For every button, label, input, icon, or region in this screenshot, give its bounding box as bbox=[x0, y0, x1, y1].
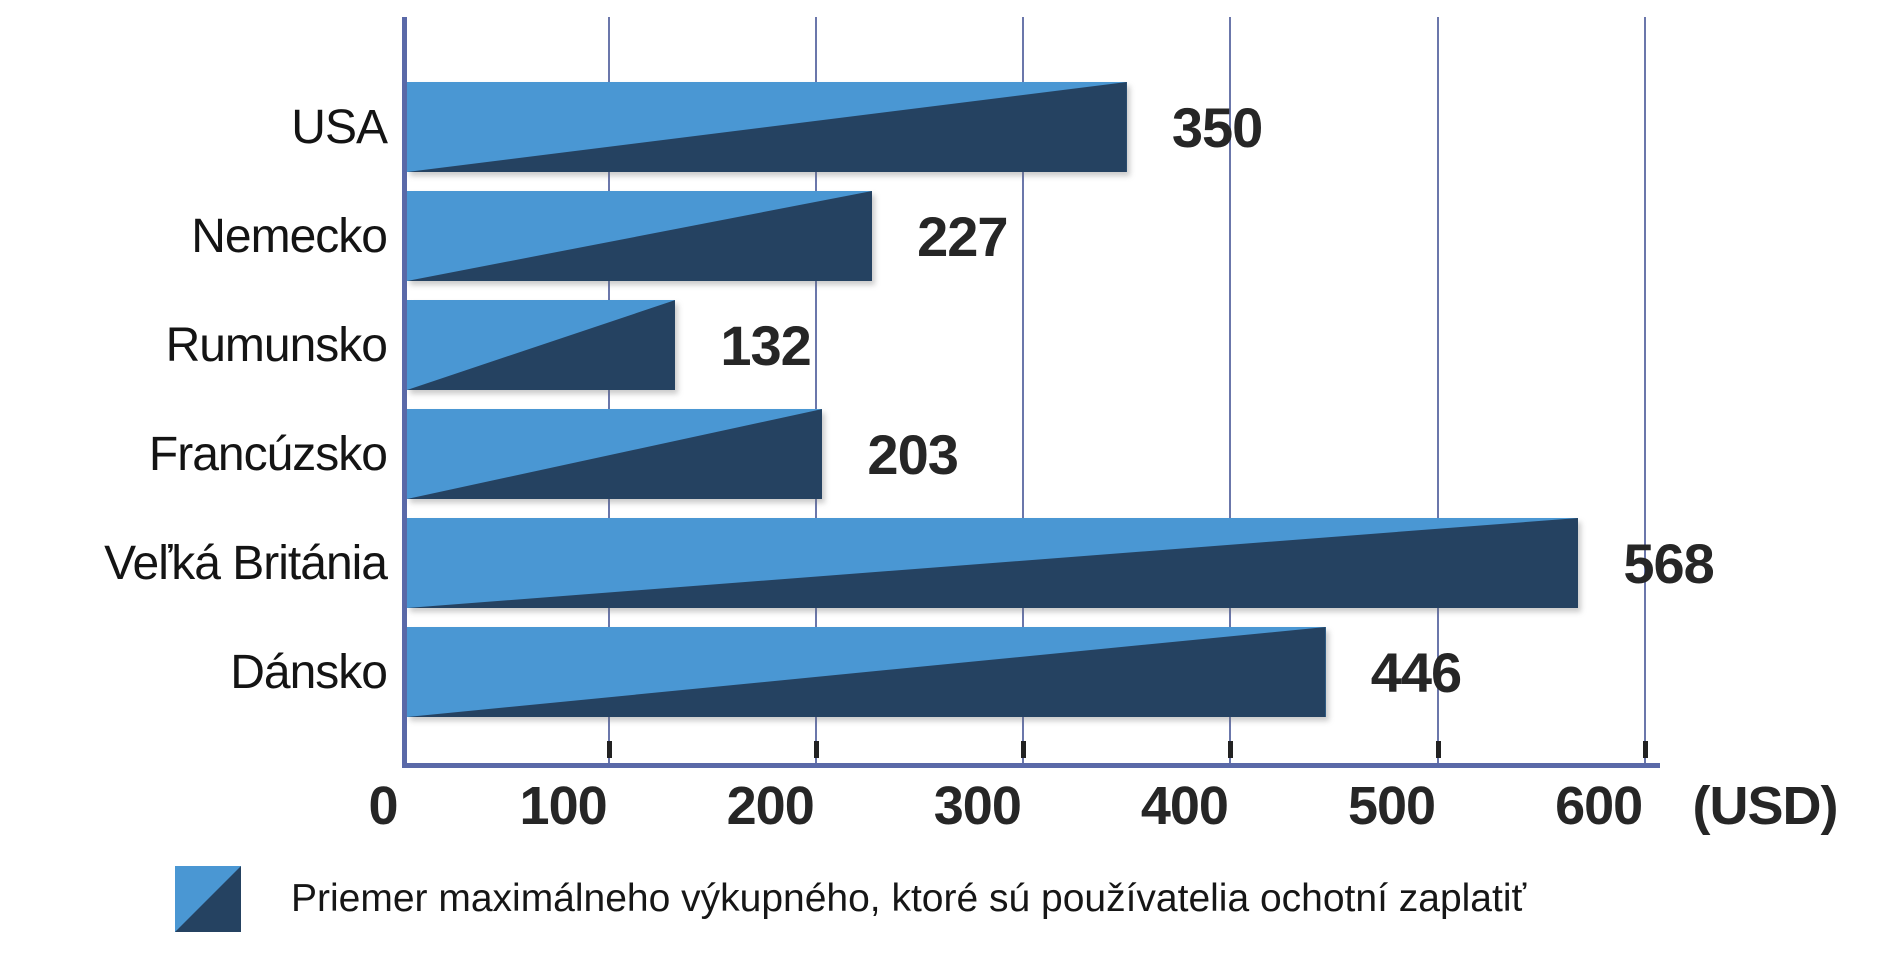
tick-mark-600 bbox=[1642, 741, 1648, 758]
value-label-Rumunsko: 132 bbox=[720, 313, 811, 377]
category-label-USA: USA bbox=[291, 100, 388, 154]
value-label-Dánsko: 446 bbox=[1370, 640, 1462, 704]
y-axis-line bbox=[402, 17, 407, 768]
tick-mark-400 bbox=[1228, 741, 1234, 758]
bar-USA bbox=[407, 82, 1127, 172]
category-label-Nemecko: Nemecko bbox=[191, 209, 388, 263]
x-axis-line bbox=[402, 763, 1660, 768]
legend-label: Priemer maximálneho výkupného, ktoré sú … bbox=[291, 877, 1527, 920]
x-tick-label-200: 200 bbox=[726, 776, 815, 836]
bar-Francúzsko bbox=[407, 409, 823, 499]
bar-Dánsko bbox=[407, 627, 1326, 717]
x-tick-label-100: 100 bbox=[519, 776, 608, 836]
bar-Veľká Británia bbox=[407, 518, 1579, 608]
x-tick-label-300: 300 bbox=[933, 776, 1022, 836]
category-label-Rumunsko: Rumunsko bbox=[165, 318, 388, 372]
plot-area bbox=[402, 17, 1660, 768]
category-label-Francúzsko: Francúzsko bbox=[148, 427, 388, 481]
x-tick-label-600: 600 bbox=[1555, 776, 1643, 836]
value-label-Nemecko: 227 bbox=[917, 204, 1008, 268]
value-label-Veľká Británia: 568 bbox=[1623, 531, 1714, 595]
gridline-400 bbox=[1229, 17, 1232, 763]
category-label-Veľká Británia: Veľká Británia bbox=[104, 536, 388, 590]
tick-mark-200 bbox=[814, 741, 820, 758]
legend: Priemer maximálneho výkupného, ktoré sú … bbox=[175, 866, 1526, 932]
x-tick-label-500: 500 bbox=[1347, 776, 1436, 836]
tick-mark-500 bbox=[1435, 741, 1441, 758]
gridline-600 bbox=[1643, 17, 1646, 763]
gridline-300 bbox=[1022, 17, 1025, 763]
gridline-200 bbox=[815, 17, 818, 763]
tick-mark-100 bbox=[607, 741, 613, 758]
value-label-USA: 350 bbox=[1171, 95, 1263, 159]
legend-swatch-icon bbox=[175, 866, 241, 932]
bar-Rumunsko bbox=[407, 300, 676, 390]
bar-Nemecko bbox=[407, 191, 873, 281]
tick-mark-300 bbox=[1021, 741, 1027, 758]
x-tick-label-400: 400 bbox=[1140, 776, 1229, 836]
value-label-Francúzsko: 203 bbox=[867, 422, 958, 486]
gridline-100 bbox=[608, 17, 611, 763]
x-axis-unit-label: (USD) bbox=[1692, 776, 1839, 836]
x-tick-label-0: 0 bbox=[368, 776, 398, 836]
category-label-Dánsko: Dánsko bbox=[230, 645, 388, 699]
gridline-500 bbox=[1436, 17, 1439, 763]
